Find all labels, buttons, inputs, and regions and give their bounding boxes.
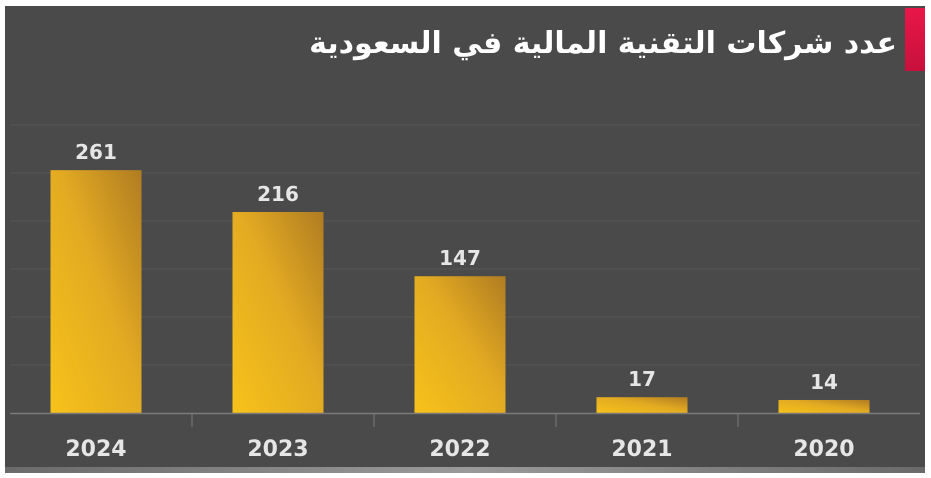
bar-2024 <box>50 170 142 413</box>
bar-2022 <box>414 276 506 413</box>
data-label-2023: 216 <box>257 182 299 206</box>
data-label-2021: 17 <box>628 367 656 391</box>
chart-frame: عدد شركات التقنية المالية في السعودية 26… <box>5 6 925 473</box>
bar-2021 <box>596 397 688 413</box>
data-label-2020: 14 <box>810 370 838 394</box>
bar-chart: 261 216 147 17 14 2024 2023 2022 2021 2020 <box>10 124 920 462</box>
x-tick-label-2024: 2024 <box>65 437 126 462</box>
data-label-2022: 147 <box>439 246 481 270</box>
x-tick-label-2021: 2021 <box>611 437 672 462</box>
chart-title: عدد شركات التقنية المالية في السعودية <box>309 26 897 61</box>
x-tick-label-2020: 2020 <box>793 437 854 462</box>
x-tick-label-2022: 2022 <box>429 437 490 462</box>
x-tick-label-2023: 2023 <box>247 437 308 462</box>
bar-2020 <box>778 399 870 413</box>
title-accent-bar <box>905 8 925 71</box>
bar-2023 <box>232 212 324 413</box>
bottom-strip <box>5 467 925 473</box>
data-label-2024: 261 <box>75 140 117 164</box>
